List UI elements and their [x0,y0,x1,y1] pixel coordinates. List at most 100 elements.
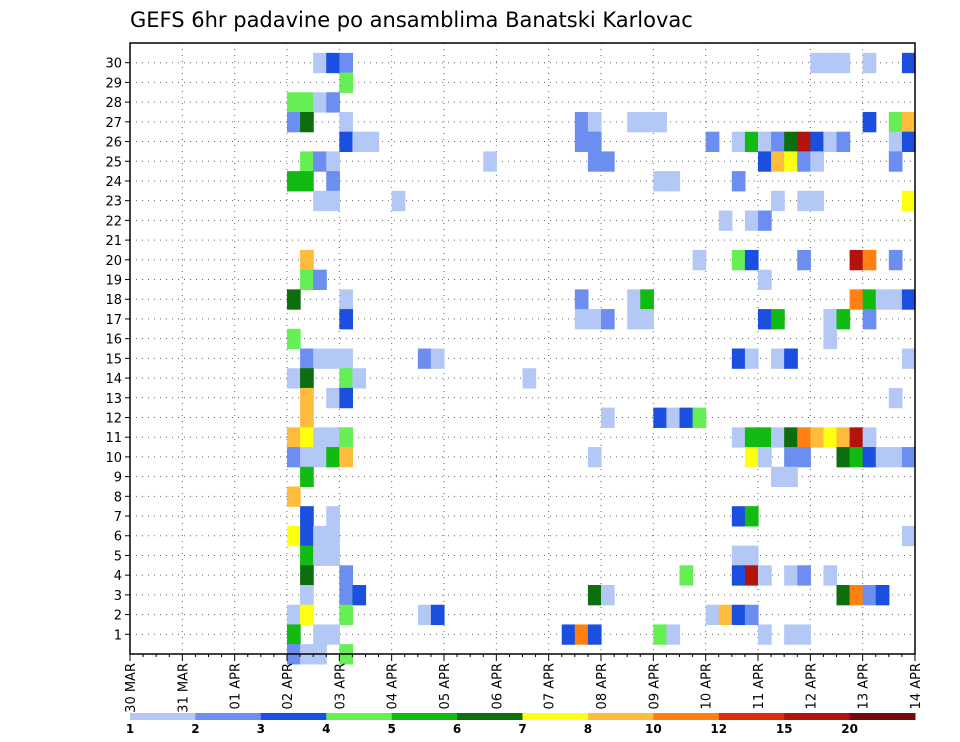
data-cell [574,131,589,153]
data-cell [587,447,602,468]
colorbar-swatch [260,713,327,720]
data-cell [522,368,537,389]
data-cell [875,447,890,468]
data-cell [640,289,654,310]
chart-title: GEFS 6hr padavine po ansamblima Banatski… [130,8,693,32]
data-cell [849,427,864,448]
data-cell [862,585,877,606]
data-cell [731,249,746,271]
data-cell [862,52,877,74]
data-cell [417,604,432,626]
colorbar-label: 20 [841,722,858,736]
colorbar-label: 5 [387,722,395,736]
data-cell [326,190,340,212]
data-cell [326,525,340,547]
data-cell [300,447,314,468]
y-tick-label: 1 [114,628,122,643]
data-cell [797,624,811,645]
data-cell [823,52,838,74]
y-tick-label: 6 [114,530,122,545]
data-cell [705,604,720,626]
data-cell [300,565,314,586]
data-cell [339,447,354,468]
data-cell [587,111,602,133]
data-cell [797,190,811,212]
data-cell [339,387,354,409]
data-cell [391,190,406,212]
data-cell [744,604,759,626]
data-cell [875,585,890,606]
data-cell [326,545,340,566]
x-tick-label: 05 APR [438,663,453,709]
data-cell [352,368,367,389]
data-cell [823,309,838,330]
data-cell [339,368,354,389]
y-tick-label: 3 [114,589,122,604]
data-cell [574,289,589,310]
data-cell [666,407,681,428]
data-cell [653,111,668,133]
y-tick-label: 18 [105,293,122,308]
data-cell [888,151,903,172]
data-cell [300,171,314,192]
x-tick-label: 09 APR [647,663,662,709]
data-cell [731,604,746,626]
data-cell [758,151,772,172]
data-cell [653,407,668,428]
data-cell [888,289,903,310]
data-cell [587,131,602,153]
x-tick-label: 03 APR [333,663,348,709]
colorbar-swatch [391,713,458,720]
data-cell [339,565,354,586]
data-cell [287,92,301,113]
data-cell [313,545,327,566]
data-cell [758,427,772,448]
data-cell [784,565,798,586]
data-cell [862,289,877,310]
data-cell [901,525,916,547]
data-cell [744,131,759,153]
data-cell [901,111,916,133]
data-cell [313,447,327,468]
data-cell [653,171,668,192]
data-cell [744,427,759,448]
data-cell [287,289,301,310]
data-cell [326,506,340,527]
data-cell [771,466,785,488]
data-cell [300,545,314,566]
data-cell [705,131,720,153]
x-tick-label: 13 APR [857,663,872,709]
y-tick-label: 4 [114,569,122,584]
data-cell [758,447,772,468]
y-tick-label: 15 [105,352,122,367]
data-cell [758,269,772,290]
data-cell [797,427,811,448]
data-cell [836,585,851,606]
data-cell [300,387,314,409]
data-cell [430,348,445,369]
data-cell [587,151,602,172]
data-cell [300,427,314,448]
data-cell [875,289,890,310]
data-cell [339,52,354,74]
data-cell [326,624,340,645]
y-tick-label: 27 [105,116,122,131]
colorbar-label: 8 [584,722,592,736]
data-cell [287,604,301,626]
data-cell [300,92,314,113]
data-cell [483,151,497,172]
data-cell [888,447,903,468]
data-cell [679,407,694,428]
data-cell [784,466,798,488]
data-cell [339,585,354,606]
data-cell [313,525,327,547]
data-cell [901,348,916,369]
data-cell [339,72,354,93]
data-cell [744,506,759,527]
data-cell [797,131,811,153]
data-cell [574,309,589,330]
data-cell [862,309,877,330]
data-cell [313,92,327,113]
data-cell [862,111,877,133]
colorbar-label: 3 [257,722,265,736]
